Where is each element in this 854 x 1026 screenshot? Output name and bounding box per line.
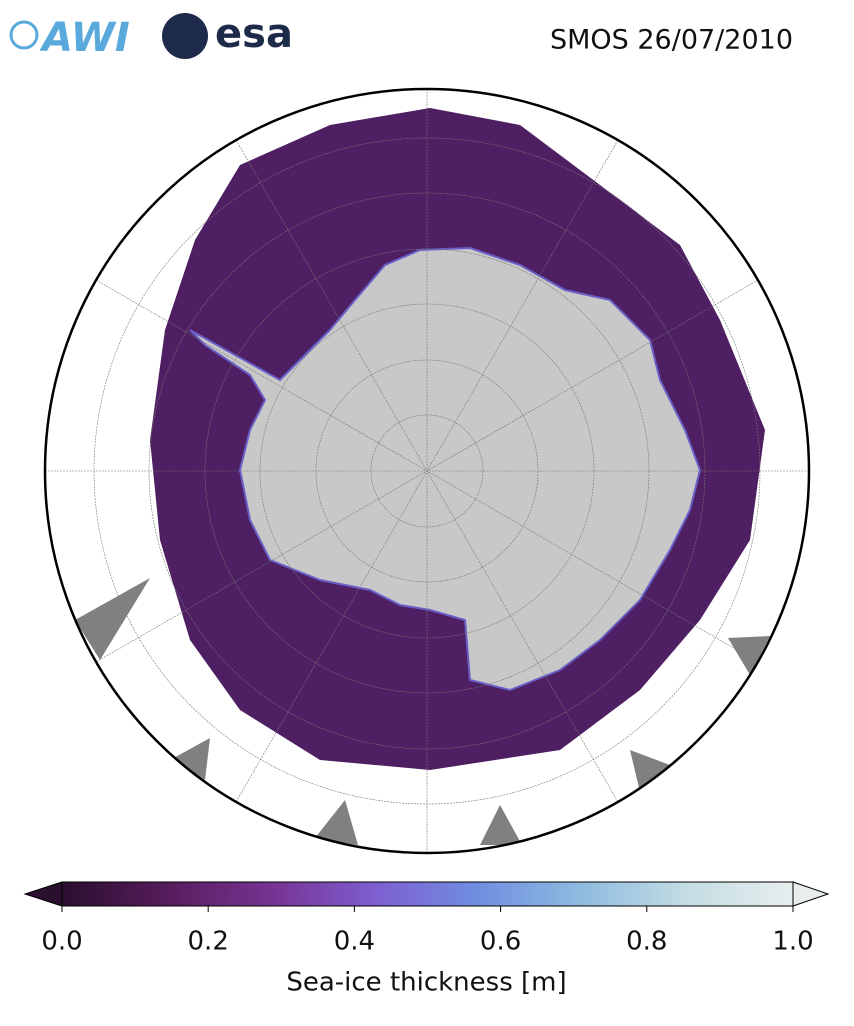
colorbar-label: Sea-ice thickness [m] [286, 968, 566, 998]
map-border [43, 87, 811, 855]
header: AWI esa SMOS 26/07/2010 [9, 11, 793, 61]
colorbar-tick-label: 0.2 [188, 927, 229, 957]
colorbar-frame [61, 881, 794, 907]
colorbar-tick-label: 0.0 [41, 927, 82, 957]
colorbar-tick-label: 0.8 [626, 927, 667, 957]
antarctica [189, 246, 702, 692]
colorbar-tick-label: 0.6 [480, 927, 521, 957]
map [45, 89, 809, 853]
extend-high [792, 881, 830, 907]
no-data-wedges [75, 578, 770, 845]
awi-logo: AWI [39, 15, 130, 61]
esa-logo: esa [215, 11, 293, 57]
colorbar: 0.0 0.2 0.4 0.6 0.8 1.0 Sea-ice thickness [m] [23, 881, 830, 998]
esa-logo-mark [162, 13, 208, 59]
colorbar-tick-label: 0.4 [334, 927, 375, 957]
graticule [45, 89, 809, 853]
colorbar-tick-label: 1.0 [772, 927, 813, 957]
extend-low [23, 881, 63, 907]
title: SMOS 26/07/2010 [550, 25, 793, 56]
colorbar-scale [62, 882, 793, 906]
awi-logo-mark [9, 20, 39, 50]
